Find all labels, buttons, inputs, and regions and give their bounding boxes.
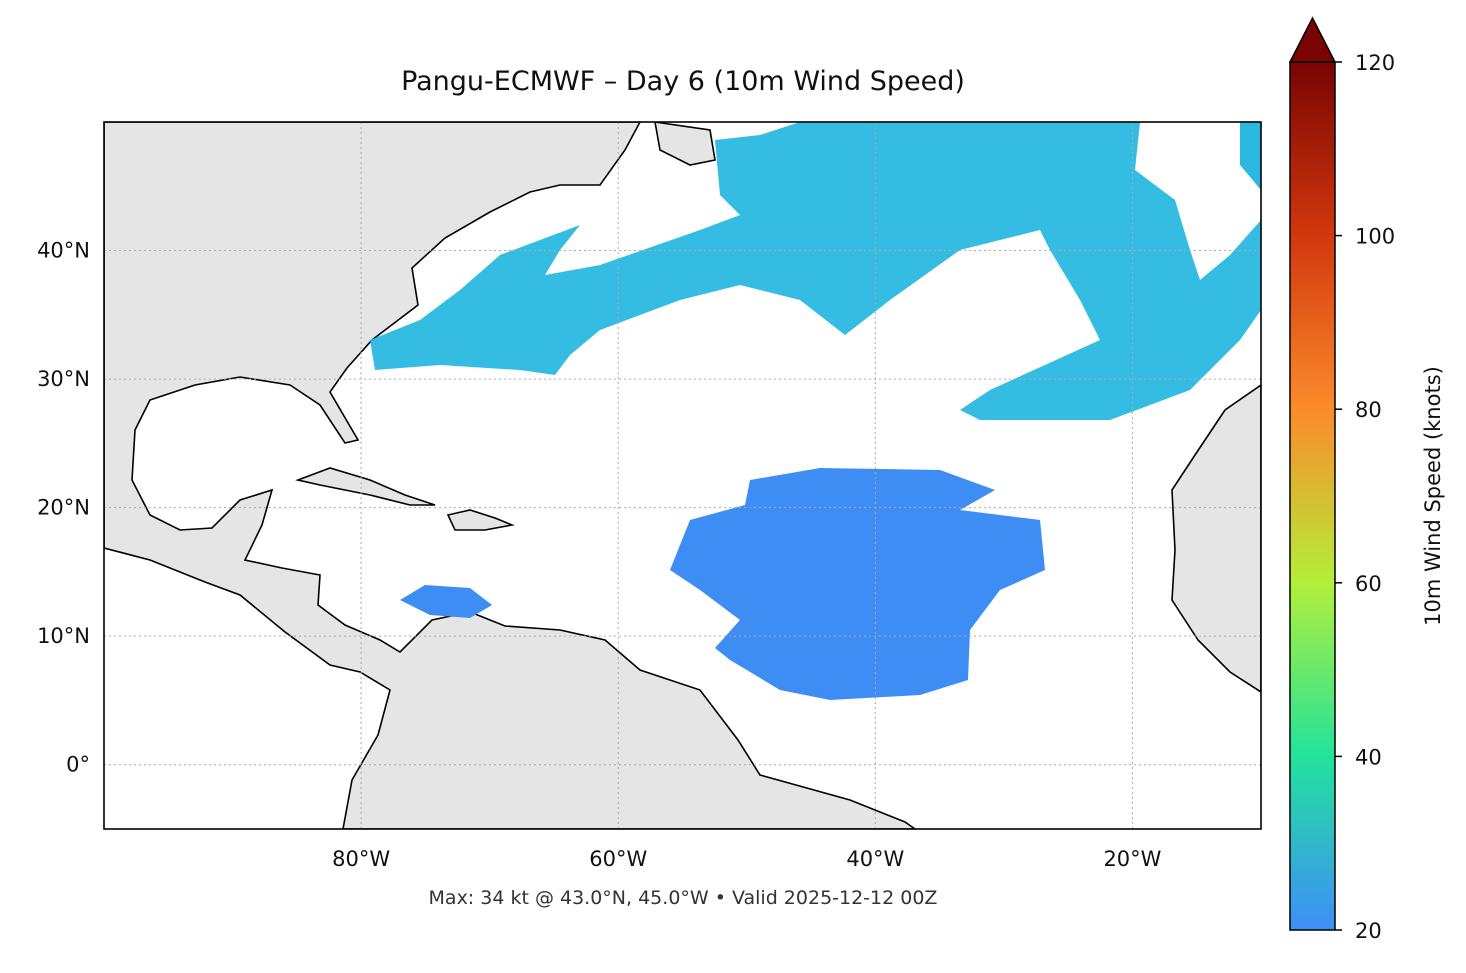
colorbar-tick-label: 60 xyxy=(1355,572,1382,596)
x-tick-label: 60°W xyxy=(589,847,647,871)
wind-south xyxy=(670,468,1045,700)
colorbar-tick-label: 120 xyxy=(1355,51,1395,75)
map-frame xyxy=(103,121,1262,830)
colorbar: 20 40 60 80 100 120 xyxy=(1288,16,1395,943)
colorbar-tick-label: 100 xyxy=(1355,225,1395,249)
colorbar-tick-label: 80 xyxy=(1355,398,1382,422)
wind-north-east xyxy=(1240,122,1261,190)
wind-caribbean xyxy=(400,585,492,618)
map xyxy=(104,122,1261,829)
newfoundland xyxy=(654,122,716,166)
x-tick-label: 80°W xyxy=(332,847,390,871)
x-tick-label: 40°W xyxy=(846,847,904,871)
land-africa xyxy=(1171,384,1261,693)
footer-note: Max: 34 kt @ 43.0°N, 45.0°W • Valid 2025… xyxy=(429,887,938,909)
chart-title: Pangu-ECMWF – Day 6 (10m Wind Speed) xyxy=(401,66,965,97)
colorbar-extend xyxy=(1288,16,1337,63)
x-tick-label: 20°W xyxy=(1103,847,1161,871)
y-tick-label: 30°N xyxy=(37,367,90,391)
y-tick-label: 40°N xyxy=(37,239,90,263)
colorbar-tick-label: 20 xyxy=(1355,919,1382,943)
y-tick-label: 0° xyxy=(66,753,90,777)
cuba xyxy=(295,467,436,506)
colorbar-bar xyxy=(1289,61,1336,931)
y-tick-label: 10°N xyxy=(37,624,90,648)
colorbar-tick-label: 40 xyxy=(1355,745,1382,769)
hispaniola xyxy=(446,509,515,531)
colorbar-label: 10m Wind Speed (knots) xyxy=(1421,366,1445,626)
wind-north xyxy=(370,122,1261,420)
y-tick-label: 20°N xyxy=(37,496,90,520)
